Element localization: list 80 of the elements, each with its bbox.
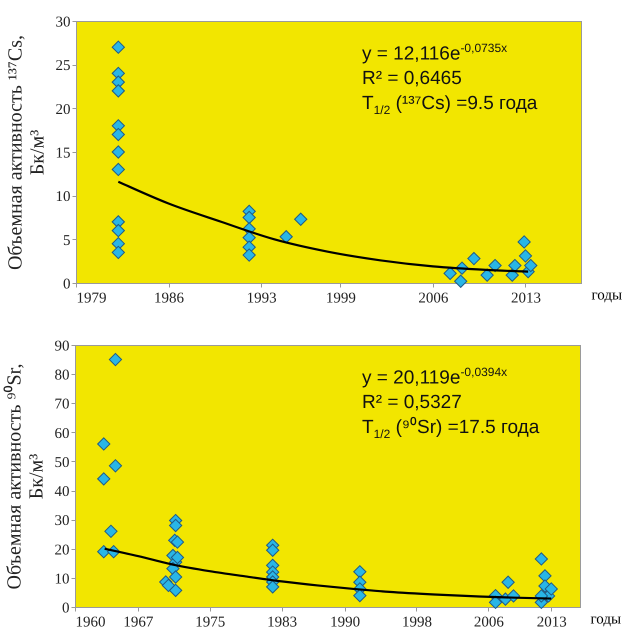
y-tick-label: 0 — [63, 276, 70, 292]
point — [518, 235, 531, 249]
x-tick-label: 2013 — [536, 614, 567, 630]
x-tick-label: 1998 — [402, 614, 432, 630]
point — [480, 268, 494, 282]
y-axis-title: Объемная активность ⁹⁰Sr, Бк/м³ — [2, 364, 48, 590]
point — [242, 248, 256, 262]
point — [112, 40, 125, 54]
y-tick-label: 15 — [56, 146, 70, 162]
y-tick-label: 30 — [56, 14, 70, 30]
point — [280, 230, 293, 244]
annotation: T$_{1/2}$ (¹³⁷Cs) =9.5 года — [362, 92, 538, 120]
y-tick-label: 5 — [63, 232, 70, 249]
point — [112, 162, 125, 176]
y-tick-label: 50 — [54, 454, 70, 471]
y-tick-label: 20 — [56, 102, 70, 118]
point — [538, 569, 552, 582]
point — [97, 437, 110, 451]
point — [467, 252, 481, 266]
point — [104, 524, 118, 538]
x-tick-label: 1983 — [267, 614, 298, 630]
x-tick-label: 1993 — [246, 290, 277, 306]
y-tick-label: 90 — [54, 338, 70, 354]
point — [534, 552, 548, 566]
y-tick-label: 60 — [54, 426, 70, 442]
x-tick-label: 1990 — [330, 614, 360, 630]
x-tick-label: 1979 — [76, 290, 106, 306]
x-tick-label: 2006 — [474, 614, 504, 630]
point — [444, 266, 457, 280]
point — [112, 224, 125, 238]
point — [97, 472, 110, 486]
x-tick-label: 1960 — [76, 614, 106, 630]
point — [488, 596, 502, 609]
annotation: R² = 0,6465 — [362, 67, 463, 92]
y-tick-label: 30 — [54, 513, 70, 530]
annotation: y = 20,119e$^{-0,0394x}$ — [362, 364, 508, 390]
y-tick-label: 20 — [54, 542, 70, 558]
point — [242, 230, 256, 244]
point — [544, 582, 558, 596]
y-tick-label: 25 — [56, 58, 70, 74]
x-tick-label: 1967 — [123, 614, 154, 630]
point — [170, 550, 184, 564]
point — [266, 580, 280, 594]
point — [501, 576, 515, 589]
point — [518, 249, 532, 263]
y-tick-label: 80 — [54, 368, 70, 384]
point — [353, 565, 366, 578]
y-tick-label: 10 — [54, 571, 70, 588]
y-tick-label: 70 — [54, 396, 70, 413]
point — [108, 459, 122, 472]
point — [108, 352, 122, 366]
point — [353, 589, 366, 602]
y-tick-label: 10 — [56, 189, 70, 206]
x-tick-label: 1975 — [195, 614, 226, 630]
point — [266, 544, 280, 557]
point — [169, 570, 182, 584]
y-tick-label: 0 — [62, 600, 70, 616]
x-axis-title: годы — [592, 288, 622, 304]
point — [112, 246, 125, 260]
annotation: T$_{1/2}$ (⁹⁰Sr) =17.5 года — [362, 416, 540, 444]
y-tick-label: 40 — [54, 484, 70, 500]
x-tick-label: 1986 — [154, 290, 185, 306]
x-tick-label: 2006 — [418, 290, 449, 306]
x-axis-title: годы — [590, 612, 622, 628]
point — [112, 84, 125, 98]
x-tick-label: 2013 — [510, 290, 541, 306]
point — [169, 518, 182, 532]
point — [242, 210, 256, 224]
point — [454, 274, 468, 288]
point — [169, 584, 182, 598]
annotation: R² = 0,5327 — [362, 391, 463, 416]
point — [508, 258, 522, 272]
y-axis-title: Объемная активность ¹³⁷Cs, Бк/м³ — [4, 34, 48, 270]
x-tick-label: 1999 — [326, 290, 356, 306]
point — [112, 128, 125, 142]
annotation: y = 12,116e$^{-0,0735x}$ — [362, 40, 508, 66]
point — [294, 212, 308, 226]
point — [112, 145, 125, 159]
point — [170, 535, 184, 549]
point — [524, 258, 538, 272]
